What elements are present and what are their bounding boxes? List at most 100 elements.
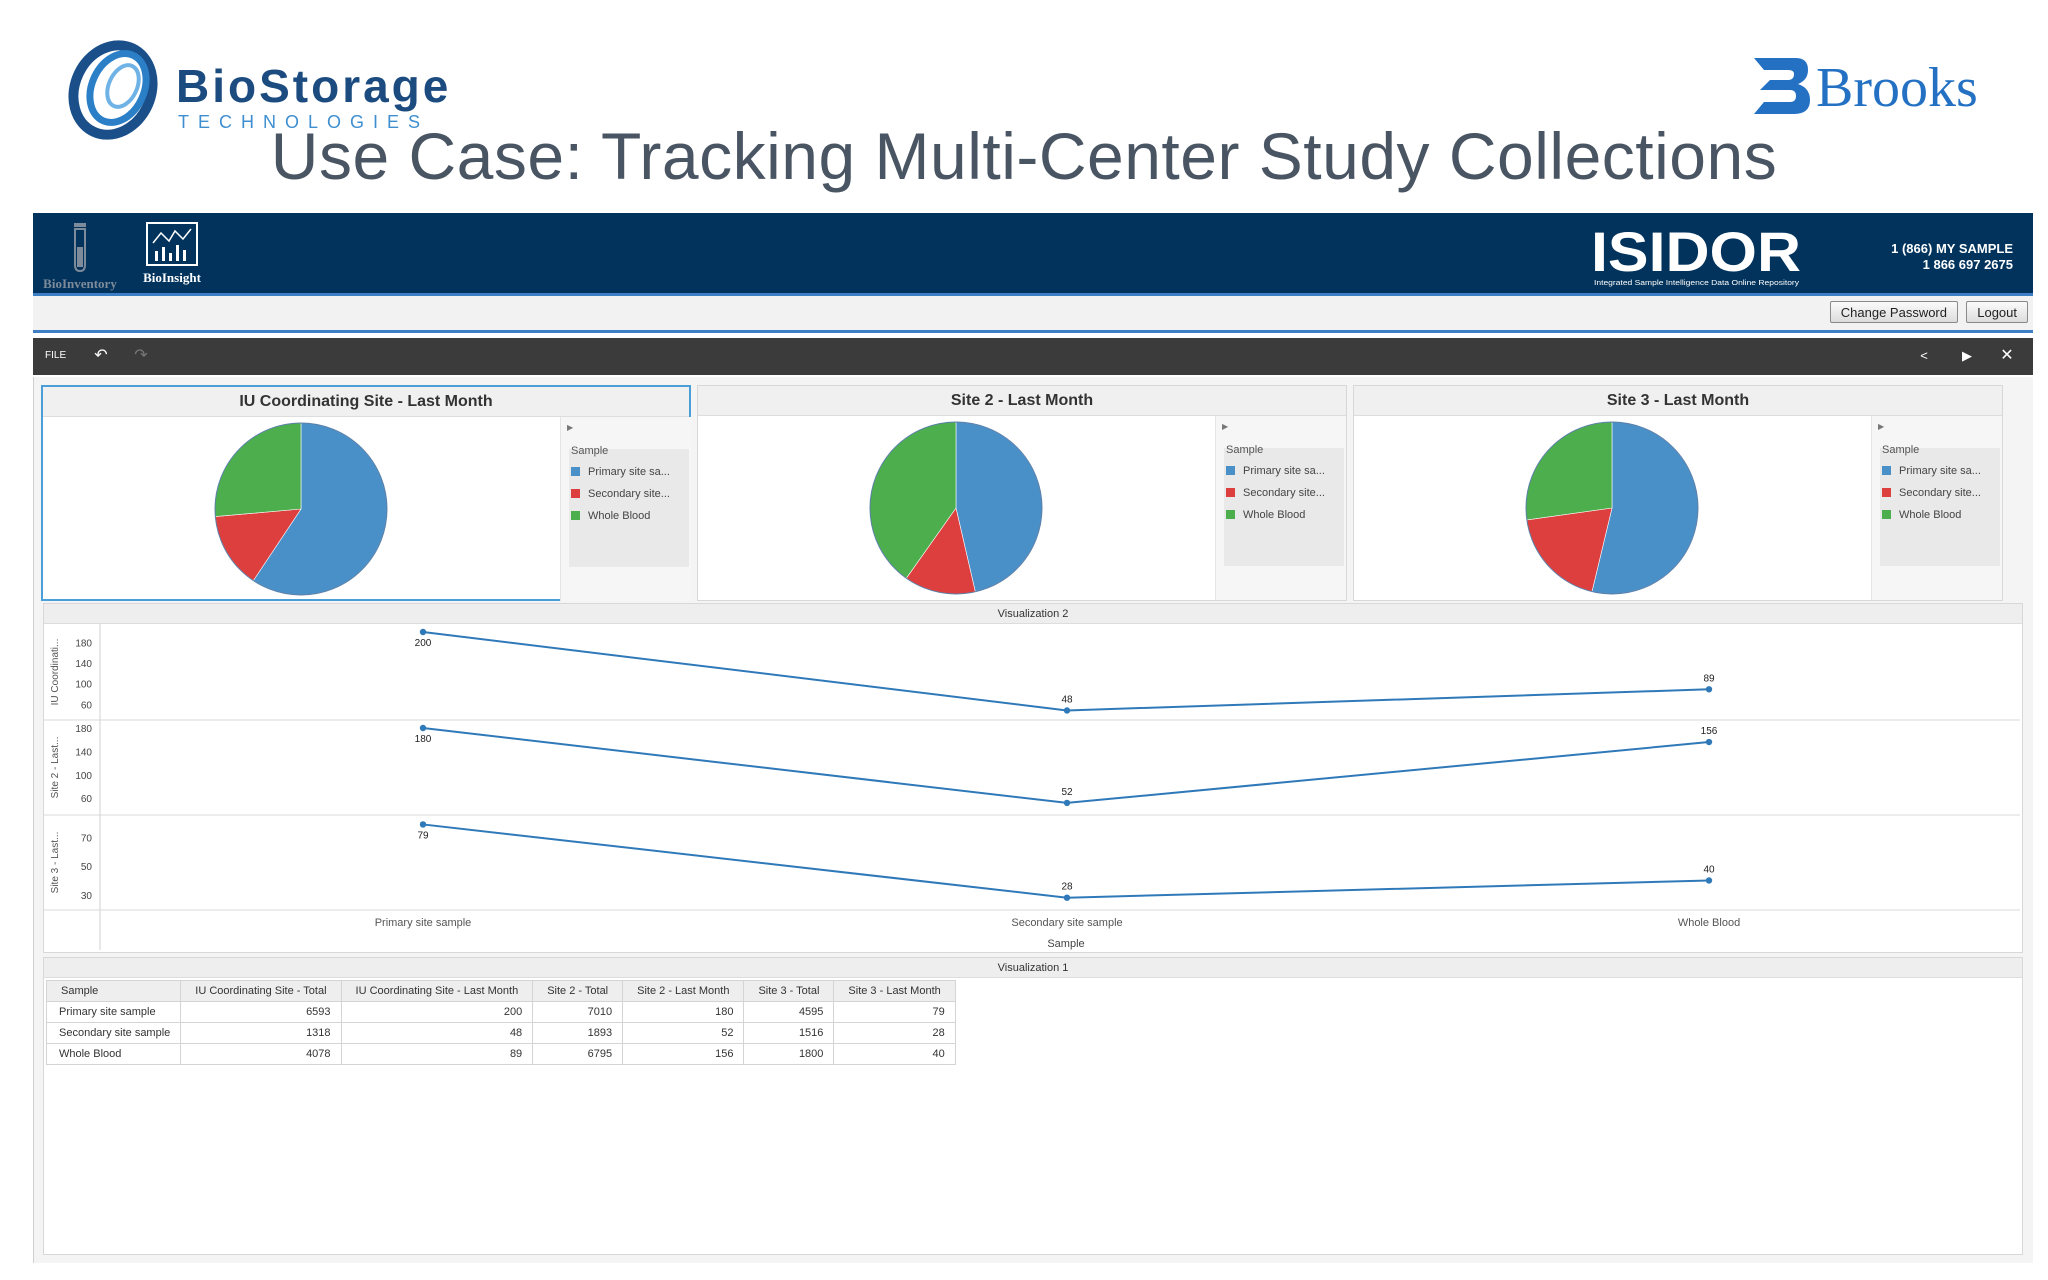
table-cell: Secondary site sample	[45, 1022, 182, 1044]
table-cell: 6593	[180, 1001, 342, 1023]
visualization-1-panel[interactable]: Visualization 1 Sample IU Coordinating Si…	[43, 957, 2023, 1255]
data-label: 28	[1061, 882, 1073, 893]
nav-bioinventory[interactable]: BioInventory	[35, 221, 125, 293]
table-row[interactable]: Primary site sample 6593 200 7010 180 4595 79	[45, 1001, 956, 1023]
chart-icon	[146, 222, 198, 266]
test-tube-icon	[74, 223, 86, 273]
pie-slice-whole-blood[interactable]	[1525, 421, 1613, 521]
pie-legend: ▶ Sample Primary site sa... Secondary si…	[1871, 416, 2002, 600]
table-header-cell[interactable]: IU Coordinating Site - Last Month	[340, 980, 534, 1002]
data-point[interactable]	[419, 628, 427, 636]
y-tick-label: 140	[75, 659, 92, 670]
nav-bioinsight[interactable]: BioInsight	[127, 221, 217, 293]
y-axis-label: Site 3 - Last...	[50, 832, 61, 894]
legend-item-whole-blood[interactable]: Whole Blood	[1882, 509, 1961, 521]
change-password-button[interactable]: Change Password	[1829, 301, 1958, 323]
pie-chart	[214, 422, 388, 596]
table-cell: 40	[833, 1043, 956, 1065]
table-cell: 200	[340, 1001, 534, 1023]
table-header-cell[interactable]: Site 3 - Total	[743, 980, 835, 1002]
svg-text:BioStorage: BioStorage	[176, 60, 451, 112]
table-cell: 48	[340, 1022, 534, 1044]
table-cell: 1516	[743, 1022, 835, 1044]
table-cell: 79	[833, 1001, 956, 1023]
legend-collapse-icon[interactable]: ▶	[567, 423, 574, 432]
legend-item-whole-blood[interactable]: Whole Blood	[571, 510, 650, 522]
y-tick-label: 100	[75, 771, 92, 782]
data-point[interactable]	[1063, 894, 1071, 901]
data-point[interactable]	[1705, 738, 1713, 746]
table-cell: 6795	[532, 1043, 624, 1065]
pie-legend: ▶ Sample Primary site sa... Secondary si…	[1215, 416, 1346, 600]
x-axis-label: Sample	[1047, 938, 1084, 950]
play-icon[interactable]: ▶	[1962, 348, 1972, 363]
legend-collapse-icon[interactable]: ▶	[1222, 422, 1229, 431]
data-point[interactable]	[419, 821, 427, 828]
data-label: 89	[1703, 673, 1715, 684]
pie-slice-whole-blood[interactable]	[214, 422, 302, 517]
isidor-logo: ISIDOR Integrated Sample Intelligence Da…	[1591, 223, 1801, 287]
data-point[interactable]	[1705, 877, 1713, 884]
table-header-cell[interactable]: Site 2 - Total	[532, 980, 624, 1002]
pie-panel-site3[interactable]: Site 3 - Last Month ▶ Sample Primary sit…	[1353, 385, 2003, 601]
data-point[interactable]	[1063, 707, 1071, 714]
legend-item-secondary[interactable]: Secondary site...	[1882, 487, 1981, 499]
table-header-cell[interactable]: Site 3 - Last Month	[833, 980, 956, 1002]
redo-icon[interactable]: ↷	[134, 347, 148, 364]
y-axis-label: IU Coordinati...	[50, 639, 61, 706]
biostorage-logo: BioStorage TECHNOLOGIES	[68, 40, 451, 140]
phone-line-1: 1 (866) MY SAMPLE	[1891, 241, 2013, 256]
table-cell: 4595	[743, 1001, 835, 1023]
y-tick-label: 180	[75, 638, 92, 649]
y-axis-label: Site 2 - Last...	[50, 737, 61, 799]
legend-item-secondary[interactable]: Secondary site...	[1226, 487, 1325, 499]
legend-item-whole-blood[interactable]: Whole Blood	[1226, 509, 1305, 521]
close-icon[interactable]: ✕	[2000, 347, 2014, 364]
legend-item-primary[interactable]: Primary site sa...	[1226, 465, 1325, 477]
pie-panel-iu[interactable]: IU Coordinating Site - Last Month ▶ Samp…	[41, 385, 691, 601]
legend-collapse-icon[interactable]: ▶	[1878, 422, 1885, 431]
pie-outline	[1525, 421, 1699, 595]
table-header-cell[interactable]: IU Coordinating Site - Total	[180, 980, 342, 1002]
legend-item-primary[interactable]: Primary site sa...	[1882, 465, 1981, 477]
svg-text:TECHNOLOGIES: TECHNOLOGIES	[178, 112, 429, 132]
table-header-cell[interactable]: Site 2 - Last Month	[622, 980, 745, 1002]
pie-title: Site 3 - Last Month	[1354, 386, 2002, 416]
table-cell: 1800	[743, 1043, 835, 1065]
legend-box	[569, 449, 689, 567]
data-point[interactable]	[419, 724, 427, 732]
nav-bioinsight-label: BioInsight	[143, 270, 201, 285]
svg-text:Brooks: Brooks	[1816, 57, 1978, 119]
table-cell: 1893	[532, 1022, 624, 1044]
table-row[interactable]: Whole Blood 4078 89 6795 156 1800 40	[45, 1043, 956, 1065]
legend-item-primary[interactable]: Primary site sa...	[571, 466, 670, 478]
logout-button[interactable]: Logout	[1966, 301, 2028, 323]
pie-legend: ▶ Sample Primary site sa... Secondary si…	[560, 417, 691, 601]
y-tick-label: 60	[81, 794, 93, 805]
pie-outline	[214, 422, 388, 596]
table-row[interactable]: Secondary site sample 1318 48 1893 52 1516 28	[45, 1022, 956, 1044]
data-label: 52	[1061, 787, 1073, 798]
pie-outline	[869, 421, 1043, 595]
y-tick-label: 70	[81, 833, 93, 844]
share-icon[interactable]: <	[1920, 348, 1928, 363]
legend-box	[1224, 448, 1344, 566]
file-menu[interactable]: FILE	[45, 350, 67, 361]
data-point[interactable]	[1705, 686, 1713, 693]
undo-icon[interactable]: ↶	[94, 347, 108, 364]
pie-panel-site2[interactable]: Site 2 - Last Month ▶ Sample Primary sit…	[697, 385, 1347, 601]
data-label: 200	[415, 638, 432, 649]
slide-header: BioStorage TECHNOLOGIES Brooks Use Case:…	[0, 0, 2048, 213]
legend-title: Sample	[1226, 444, 1264, 456]
visualization-2-panel[interactable]: Visualization 2 IU Coordinati... 180 140 10…	[43, 603, 2023, 953]
table-header-cell[interactable]: Sample	[45, 980, 182, 1002]
nav-bioinventory-label: BioInventory	[43, 276, 117, 291]
pie-title: IU Coordinating Site - Last Month	[43, 387, 689, 417]
app-header: BioInventory BioInsight ISIDOR Integrate…	[33, 213, 2033, 296]
table-cell: 52	[622, 1022, 745, 1044]
isidor-tagline: Integrated Sample Intelligence Data Onli…	[1594, 280, 1800, 287]
table-cell: 180	[622, 1001, 745, 1023]
data-point[interactable]	[1063, 799, 1071, 807]
data-label: 180	[415, 734, 432, 745]
legend-item-secondary[interactable]: Secondary site...	[571, 488, 670, 500]
